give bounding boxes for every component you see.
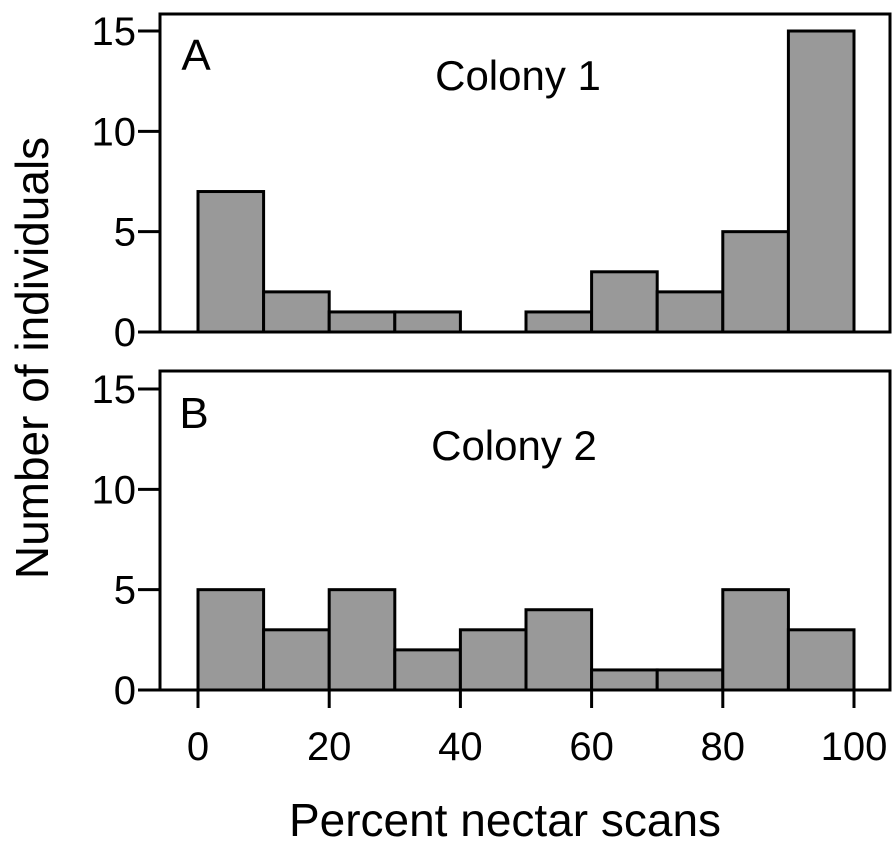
panel-a-bar-7 — [590, 270, 659, 334]
panel-b-title: Colony 2 — [431, 422, 597, 469]
panel-b-bar-7 — [590, 668, 659, 692]
panel-a-bar-4 — [393, 310, 462, 334]
panel-a-label: A — [181, 31, 211, 80]
x-axis-label: Percent nectar scans — [289, 794, 721, 842]
panel-b-bar-9 — [721, 588, 790, 692]
panel-b-bar-10 — [786, 628, 856, 692]
panel-b-bar-3 — [327, 588, 397, 692]
panel-a-y-tick-label: 0 — [114, 311, 136, 355]
panel-a-bar-3 — [327, 310, 397, 334]
panel-a-y-tick-label: 10 — [92, 110, 137, 154]
panel-a-bar-2 — [262, 290, 331, 334]
panel-b-x-tick-label: 0 — [187, 725, 209, 769]
panel-a-bar-1 — [196, 190, 266, 334]
panel-b-bar-6 — [524, 608, 594, 692]
y-axis-label: Number of individuals — [6, 137, 58, 579]
panel-b-label: B — [179, 389, 208, 438]
panel-b-x-tick-label: 40 — [438, 725, 483, 769]
panel-b-x-tick-label: 100 — [821, 725, 888, 769]
panel-a-bar-6 — [524, 310, 594, 334]
panel-a-y-tick-label: 5 — [114, 211, 136, 255]
panel-b-bar-5 — [458, 628, 528, 692]
panel-b: 0 5 10 15 0 20 40 60 80 100 B Colony 2 — [92, 368, 892, 769]
panel-b-y-tick-label: 5 — [114, 569, 136, 613]
panel-a-bar-9 — [721, 230, 790, 334]
panel-b-bar-2 — [262, 628, 331, 692]
panel-a-bar-8 — [655, 290, 725, 334]
panel-b-frame — [158, 369, 892, 692]
panel-a: 0 5 10 15 A Colony 1 — [92, 10, 892, 355]
panel-a-title: Colony 1 — [435, 52, 601, 99]
panel-b-x-tick-label: 60 — [569, 725, 614, 769]
panel-b-bar-8 — [655, 668, 725, 692]
panel-a-bar-10 — [786, 29, 856, 334]
panel-a-y-tick-label: 15 — [92, 10, 137, 54]
panel-b-bar-1 — [196, 588, 266, 692]
panel-b-y-tick-label: 15 — [92, 368, 137, 412]
panel-b-y-tick-label: 0 — [114, 669, 136, 713]
panel-b-y-tick-label: 10 — [92, 468, 137, 512]
panel-b-x-tick-label: 80 — [701, 725, 746, 769]
panel-a-frame — [158, 12, 892, 334]
panel-b-x-tick-label: 20 — [307, 725, 352, 769]
panel-b-bar-4 — [393, 648, 462, 692]
